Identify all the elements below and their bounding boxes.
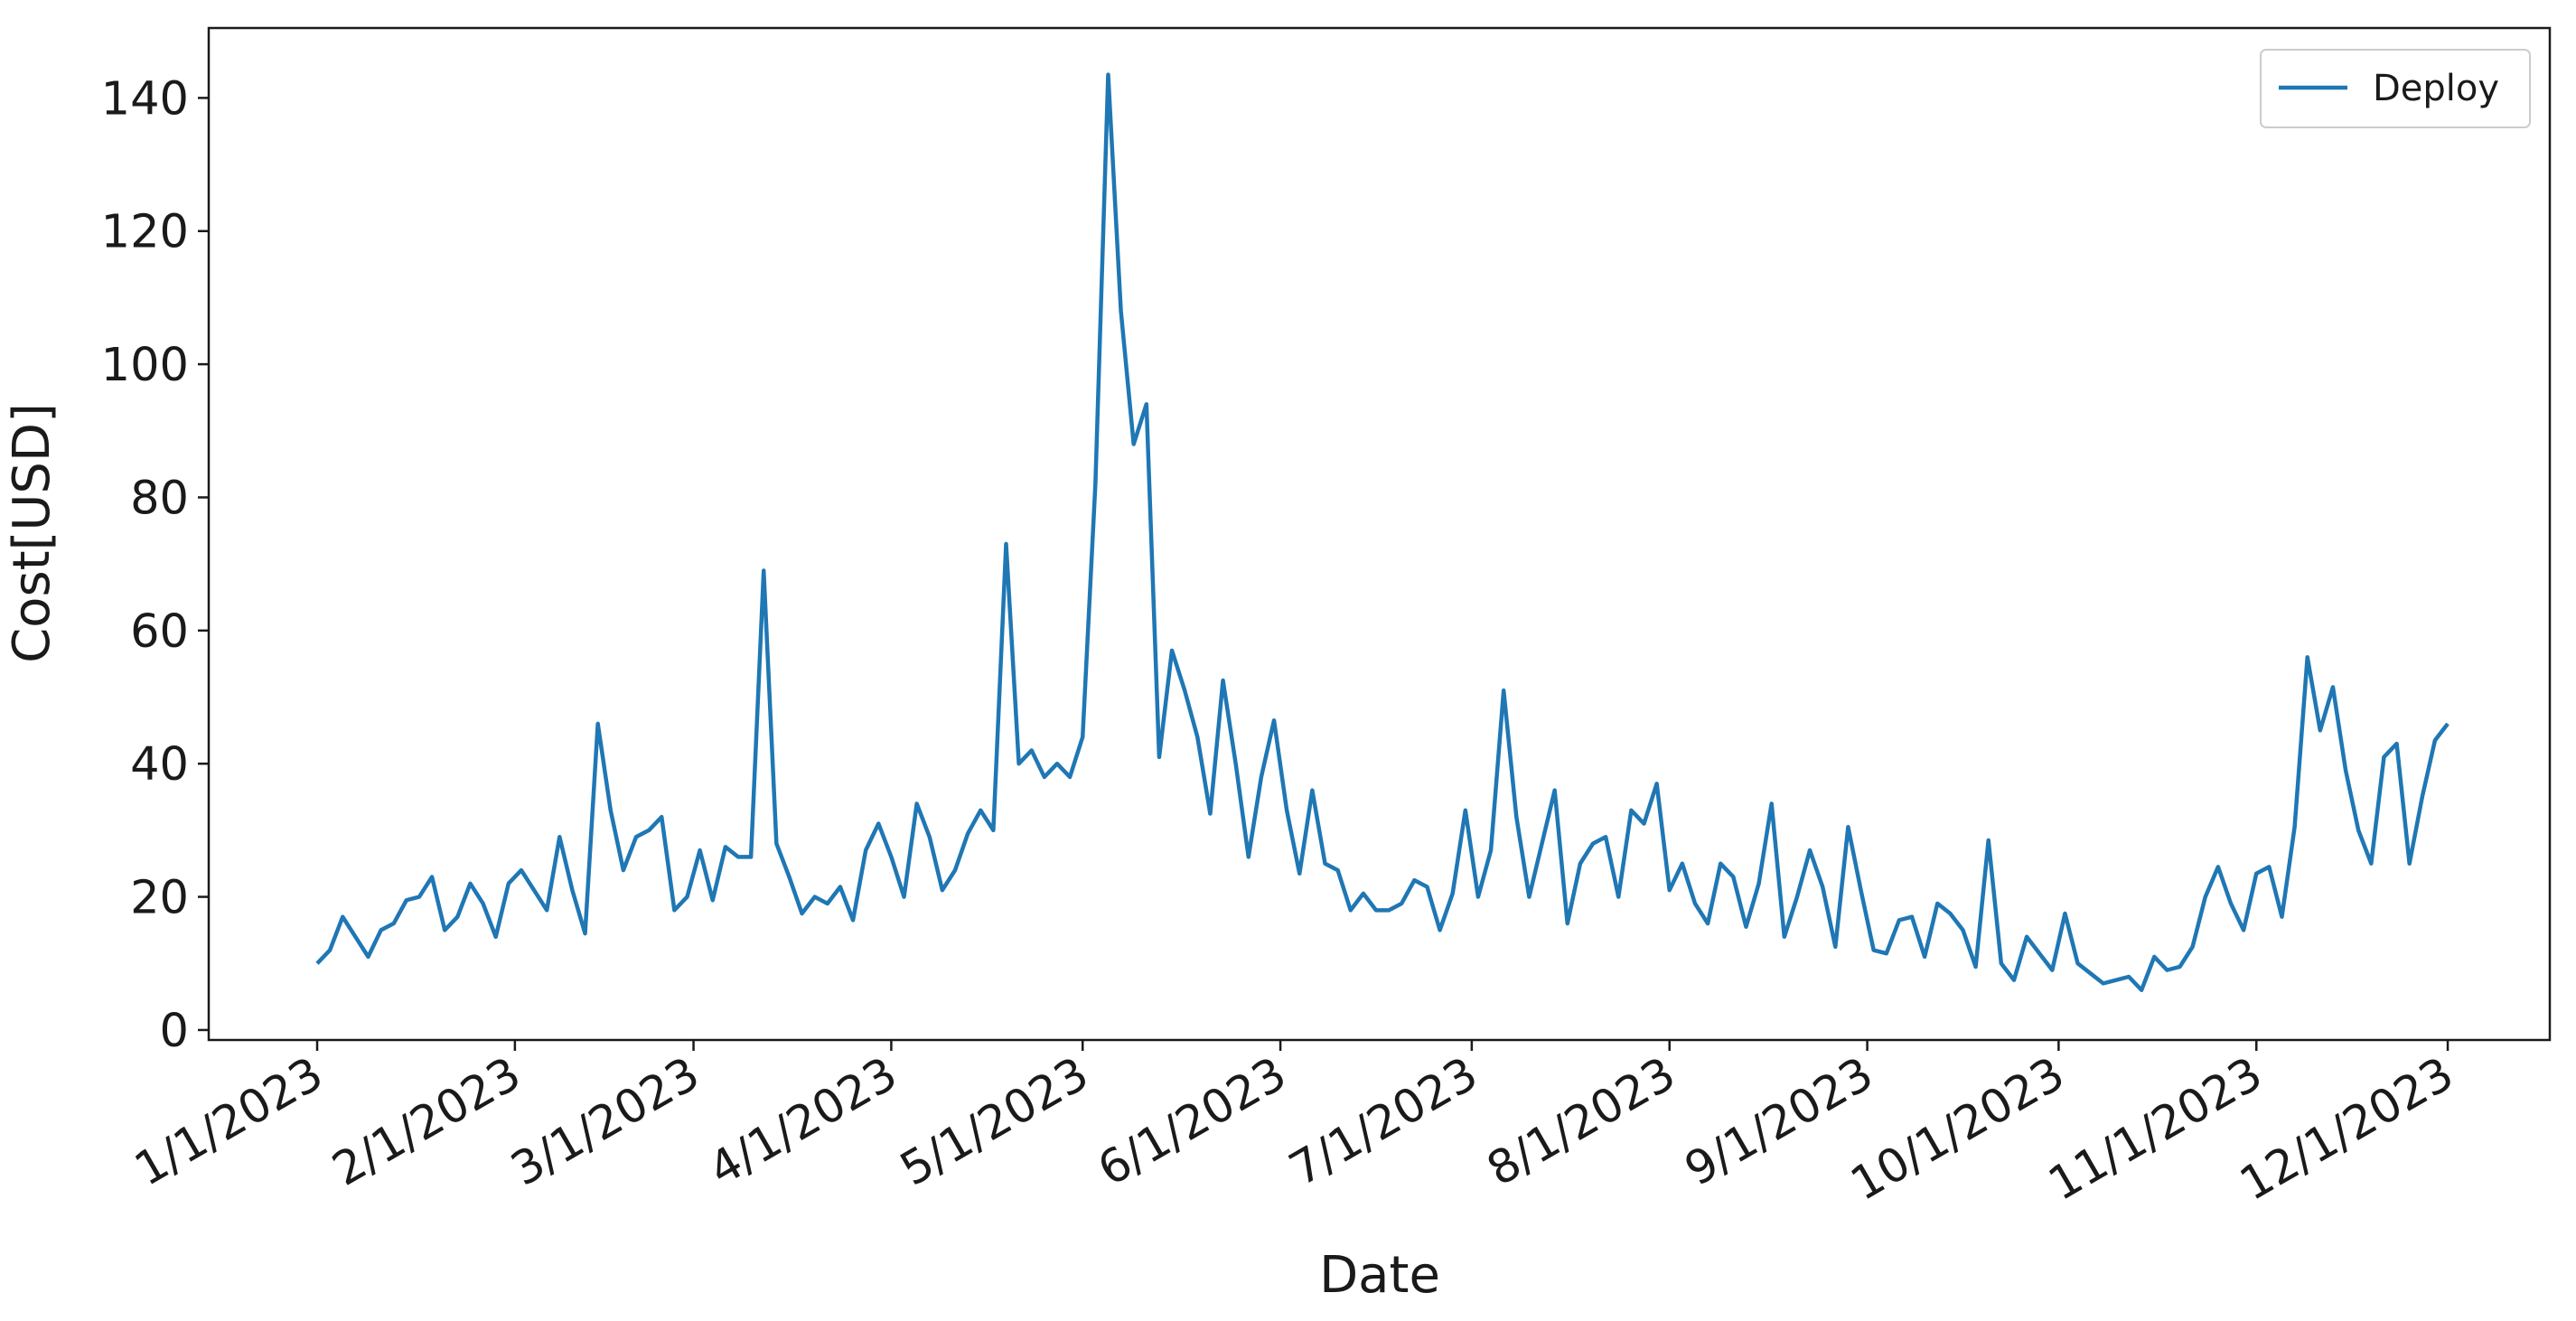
y-tick-label: 100 — [101, 339, 189, 392]
x-tick-label: 7/1/2023 — [1280, 1047, 1486, 1197]
x-tick-label: 8/1/2023 — [1478, 1047, 1684, 1197]
x-tick-label: 6/1/2023 — [1090, 1047, 1296, 1197]
x-tick-label: 3/1/2023 — [502, 1047, 708, 1197]
x-tick-label: 1/1/2023 — [126, 1047, 333, 1197]
x-tick-label: 4/1/2023 — [700, 1047, 906, 1197]
y-tick-label: 140 — [101, 72, 189, 126]
plot-frame — [207, 26, 2552, 1042]
y-tick-label: 20 — [130, 872, 189, 925]
y-axis-label: Cost[USD] — [3, 403, 61, 663]
y-tick-label: 120 — [101, 206, 189, 259]
x-tick-label: 10/1/2023 — [1842, 1047, 2074, 1212]
y-tick-label: 40 — [130, 738, 189, 792]
legend-label: Deploy — [2373, 68, 2499, 109]
x-tick-label: 5/1/2023 — [892, 1047, 1098, 1197]
x-tick-label: 12/1/2023 — [2232, 1047, 2463, 1212]
y-tick-label: 60 — [130, 605, 189, 659]
y-tick-label: 0 — [160, 1005, 189, 1058]
data-line — [315, 72, 2450, 992]
x-axis-label: Date — [1319, 1246, 1440, 1305]
legend-box — [2260, 49, 2531, 128]
x-tick-label: 2/1/2023 — [324, 1047, 530, 1197]
y-tick-label: 80 — [130, 472, 189, 525]
x-tick-label: 11/1/2023 — [2040, 1047, 2272, 1212]
